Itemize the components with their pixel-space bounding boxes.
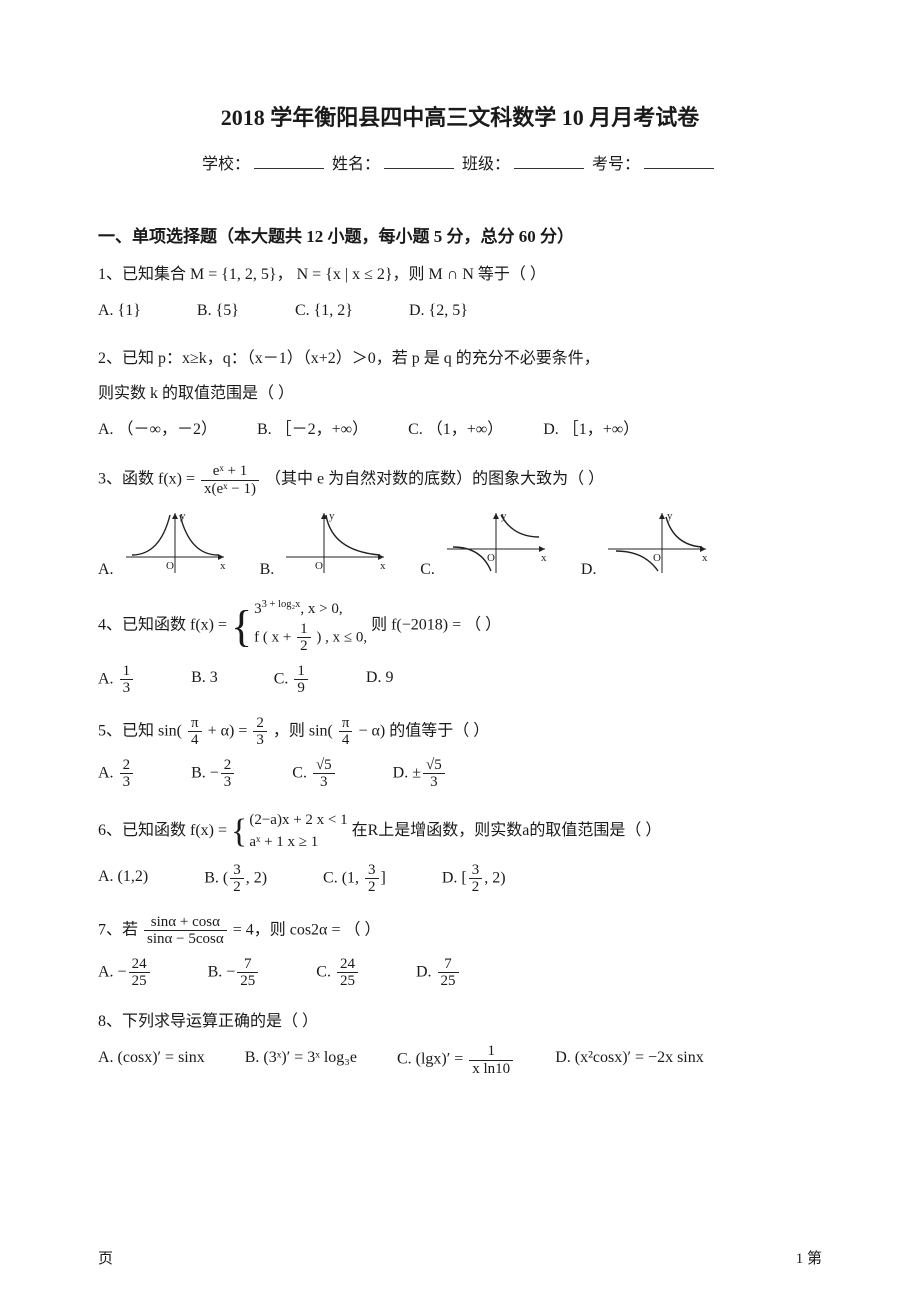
q7-opt-b: B. −725 — [208, 956, 261, 990]
q8-stem: 8、下列求导运算正确的是（ ） — [98, 1008, 822, 1035]
q3-num: eˣ + 1 — [201, 463, 259, 480]
q3-chart-a: Oxy — [120, 507, 230, 579]
q8-opt-d: D. (x²cosx)′ = −2x sinx — [555, 1043, 704, 1077]
q7-opt-c: C. 2425 — [316, 956, 360, 990]
q3-chart-b: Ox y — [280, 507, 390, 579]
q6-opt-d: D. [32, 2) — [442, 862, 506, 896]
svg-text:O: O — [653, 552, 661, 564]
q5-opt-b: B. −23 — [191, 757, 236, 791]
meta-id-label: 考号： — [592, 156, 640, 173]
q3-frac: eˣ + 1 x(eˣ − 1) — [201, 463, 259, 497]
q1-opt-d: D. {2, 5} — [409, 296, 468, 326]
q4-opt-b: B. 3 — [191, 663, 218, 697]
q1-opt-a: A. {1} — [98, 296, 141, 326]
section-1-heading: 一、单项选择题（本大题共 12 小题，每小题 5 分，总分 60 分） — [98, 222, 822, 247]
footer-left: 页 — [98, 1247, 113, 1268]
blank-id — [644, 153, 714, 169]
q5-opt-c: C. √53 — [292, 757, 336, 791]
q4-stem: 4、已知函数 f(x) = { 33 + log₂x, x > 0, f ( x… — [98, 597, 822, 655]
q6-case2: aˣ + 1 x ≥ 1 — [249, 831, 347, 854]
q3-opt-c: C. Oxy — [420, 507, 551, 579]
meta-class-label: 班级： — [462, 156, 510, 173]
q3-opt-a: A. Oxy — [98, 507, 230, 579]
q3-b-label: B. — [260, 561, 275, 579]
blank-class — [514, 153, 584, 169]
q7-options: A. −2425 B. −725 C. 2425 D. 725 — [98, 956, 822, 990]
q3-pre: 3、函数 f(x) = — [98, 471, 199, 488]
q3-opt-d: D. Ox y — [581, 507, 713, 579]
q3-den: x(eˣ − 1) — [201, 480, 259, 498]
q2-line1: 2、已知 p：x≥k，q：（x－1）（x+2）＞0，若 p 是 q 的充分不必要… — [98, 345, 822, 372]
meta-name-label: 姓名： — [332, 156, 380, 173]
q1-opt-b: B. {5} — [197, 296, 239, 326]
blank-school — [254, 153, 324, 169]
page-footer: 页 1 第 — [98, 1247, 822, 1268]
q4-opt-d: D. 9 — [366, 663, 394, 697]
q4-post: 则 f(−2018) = （ ） — [371, 617, 501, 634]
q6-opt-a: A. (1,2) — [98, 862, 148, 896]
meta-line: 学校： 姓名： 班级： 考号： — [98, 150, 822, 174]
q5-opt-a: A. 23 — [98, 757, 135, 791]
q8-options: A. (cosx)′ = sinx B. (3ˣ)′ = 3ˣ log₃e C.… — [98, 1043, 822, 1077]
q8-opt-b: B. (3ˣ)′ = 3ˣ log₃e — [245, 1043, 357, 1077]
q5-stem: 5、已知 sin( π4 + α) = 23 ，则 sin( π4 − α) 的… — [98, 715, 822, 749]
q4-case1: 33 + log₂x, x > 0, — [254, 597, 367, 621]
q7-stem: 7、若 sinα + cosαsinα − 5cosα = 4，则 cos2α … — [98, 914, 822, 948]
svg-text:O: O — [166, 560, 174, 572]
q3-d-label: D. — [581, 561, 597, 579]
blank-name — [384, 153, 454, 169]
svg-text:x: x — [702, 552, 708, 564]
q1-options: A. {1} B. {5} C. {1, 2} D. {2, 5} — [98, 296, 822, 326]
q4-case2: f ( x + 12 ) , x ≤ 0, — [254, 621, 367, 655]
q3-opt-b: B. Ox y — [260, 507, 391, 579]
q4-piecewise: { 33 + log₂x, x > 0, f ( x + 12 ) , x ≤ … — [231, 597, 367, 655]
q2-opt-a: A. （－∞，－2） — [98, 415, 217, 445]
q1-opt-c: C. {1, 2} — [295, 296, 353, 326]
footer-right: 1 第 — [796, 1247, 822, 1268]
q3-chart-d: Ox y — [602, 507, 712, 579]
q3-a-label: A. — [98, 561, 114, 579]
q4-opt-a: A. 13 — [98, 663, 135, 697]
q5-opt-d: D. ±√53 — [393, 757, 447, 791]
q6-options: A. (1,2) B. (32, 2) C. (1, 32] D. [32, 2… — [98, 862, 822, 896]
svg-text:x: x — [541, 552, 547, 564]
q8-opt-c: C. (lgx)′ = 1x ln10 — [397, 1043, 515, 1077]
svg-text:x: x — [220, 560, 226, 572]
q3-charts: A. Oxy B. Oxy C. Oxy — [98, 507, 822, 579]
q7-opt-d: D. 725 — [416, 956, 461, 990]
q2-line2: 则实数 k 的取值范围是（ ） — [98, 380, 822, 407]
brace-icon: { — [231, 609, 252, 644]
brace-icon: { — [231, 818, 247, 845]
svg-text:O: O — [315, 560, 323, 572]
q2-opt-c: C. （1，+∞） — [408, 415, 503, 445]
q2-opt-d: D. ［1，+∞） — [543, 415, 639, 445]
q6-opt-b: B. (32, 2) — [204, 862, 267, 896]
svg-text:x: x — [380, 560, 386, 572]
q7-opt-a: A. −2425 — [98, 956, 152, 990]
svg-text:y: y — [329, 510, 335, 522]
svg-text:O: O — [487, 552, 495, 564]
q4-options: A. 13 B. 3 C. 19 D. 9 — [98, 663, 822, 697]
q5-options: A. 23 B. −23 C. √53 D. ±√53 — [98, 757, 822, 791]
q2-opt-b: B. ［－2，+∞） — [257, 415, 368, 445]
svg-text:y: y — [667, 510, 673, 522]
q4-opt-c: C. 19 — [274, 663, 310, 697]
q1-stem: 1、已知集合 M = {1, 2, 5}， N = {x | x ≤ 2}，则 … — [98, 261, 822, 288]
page-title: 2018 学年衡阳县四中高三文科数学 10 月月考试卷 — [98, 100, 822, 132]
q3-post: （其中 e 为自然对数的底数）的图象大致为（ ） — [265, 471, 604, 488]
q6-case1: (2−a)x + 2 x < 1 — [249, 809, 347, 832]
q3-chart-c: Oxy — [441, 507, 551, 579]
q6-stem: 6、已知函数 f(x) = { (2−a)x + 2 x < 1 aˣ + 1 … — [98, 809, 822, 854]
q8-opt-a: A. (cosx)′ = sinx — [98, 1043, 205, 1077]
q3-c-label: C. — [420, 561, 435, 579]
meta-school-label: 学校： — [202, 156, 250, 173]
q6-opt-c: C. (1, 32] — [323, 862, 386, 896]
q4-pre: 4、已知函数 f(x) = — [98, 617, 231, 634]
q2-options: A. （－∞，－2） B. ［－2，+∞） C. （1，+∞） D. ［1，+∞… — [98, 415, 822, 445]
q3-stem: 3、函数 f(x) = eˣ + 1 x(eˣ − 1) （其中 e 为自然对数… — [98, 463, 822, 497]
